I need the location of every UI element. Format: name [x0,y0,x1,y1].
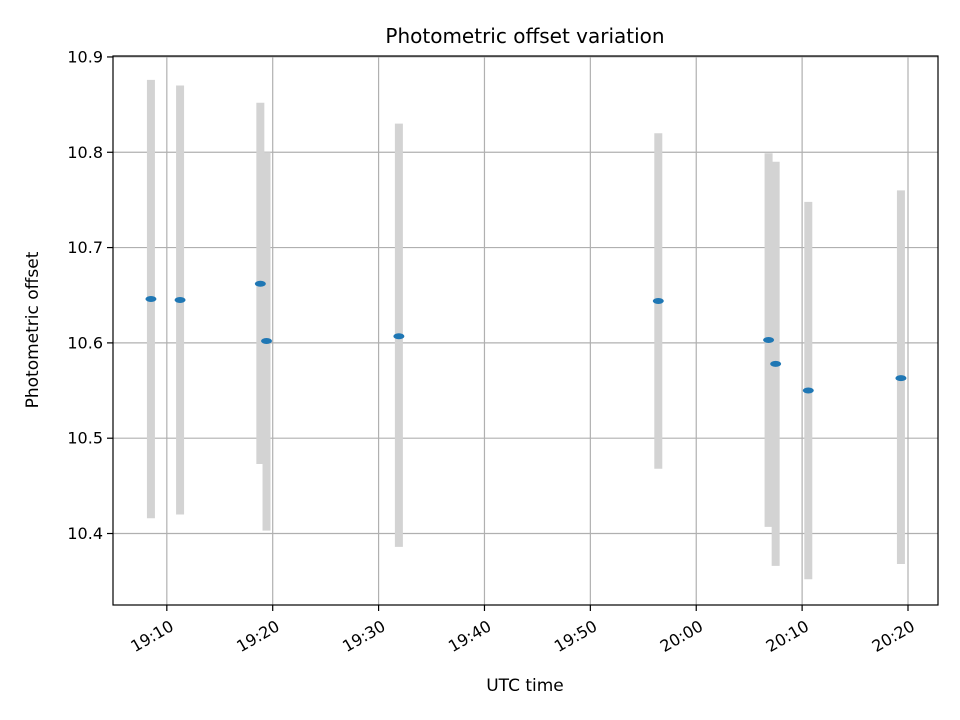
y-axis-ticks: 10.4 10.5 10.6 10.7 10.8 10.9 [67,47,113,543]
data-point [145,296,157,303]
plot-frame [112,55,939,606]
data-point [261,337,273,344]
chart-title: Photometric offset variation [385,24,664,48]
y-tick-label: 10.5 [67,429,103,448]
y-tick-label: 10.8 [67,143,103,162]
data-point [254,280,266,287]
y-axis-label: Photometric offset [23,251,43,408]
data-point [895,375,907,382]
data-point [770,360,782,367]
y-tick-label: 10.4 [67,524,103,543]
data-point [393,333,405,340]
data-point [174,297,186,303]
data-point [802,387,814,394]
data-point [652,297,664,304]
grid [113,56,938,605]
y-tick-label: 10.6 [67,333,103,352]
y-tick-label: 10.7 [67,238,103,257]
x-axis-label: UTC time [486,676,564,696]
data-point [763,337,775,344]
y-tick-label: 10.9 [67,47,103,66]
data-points [145,280,907,394]
